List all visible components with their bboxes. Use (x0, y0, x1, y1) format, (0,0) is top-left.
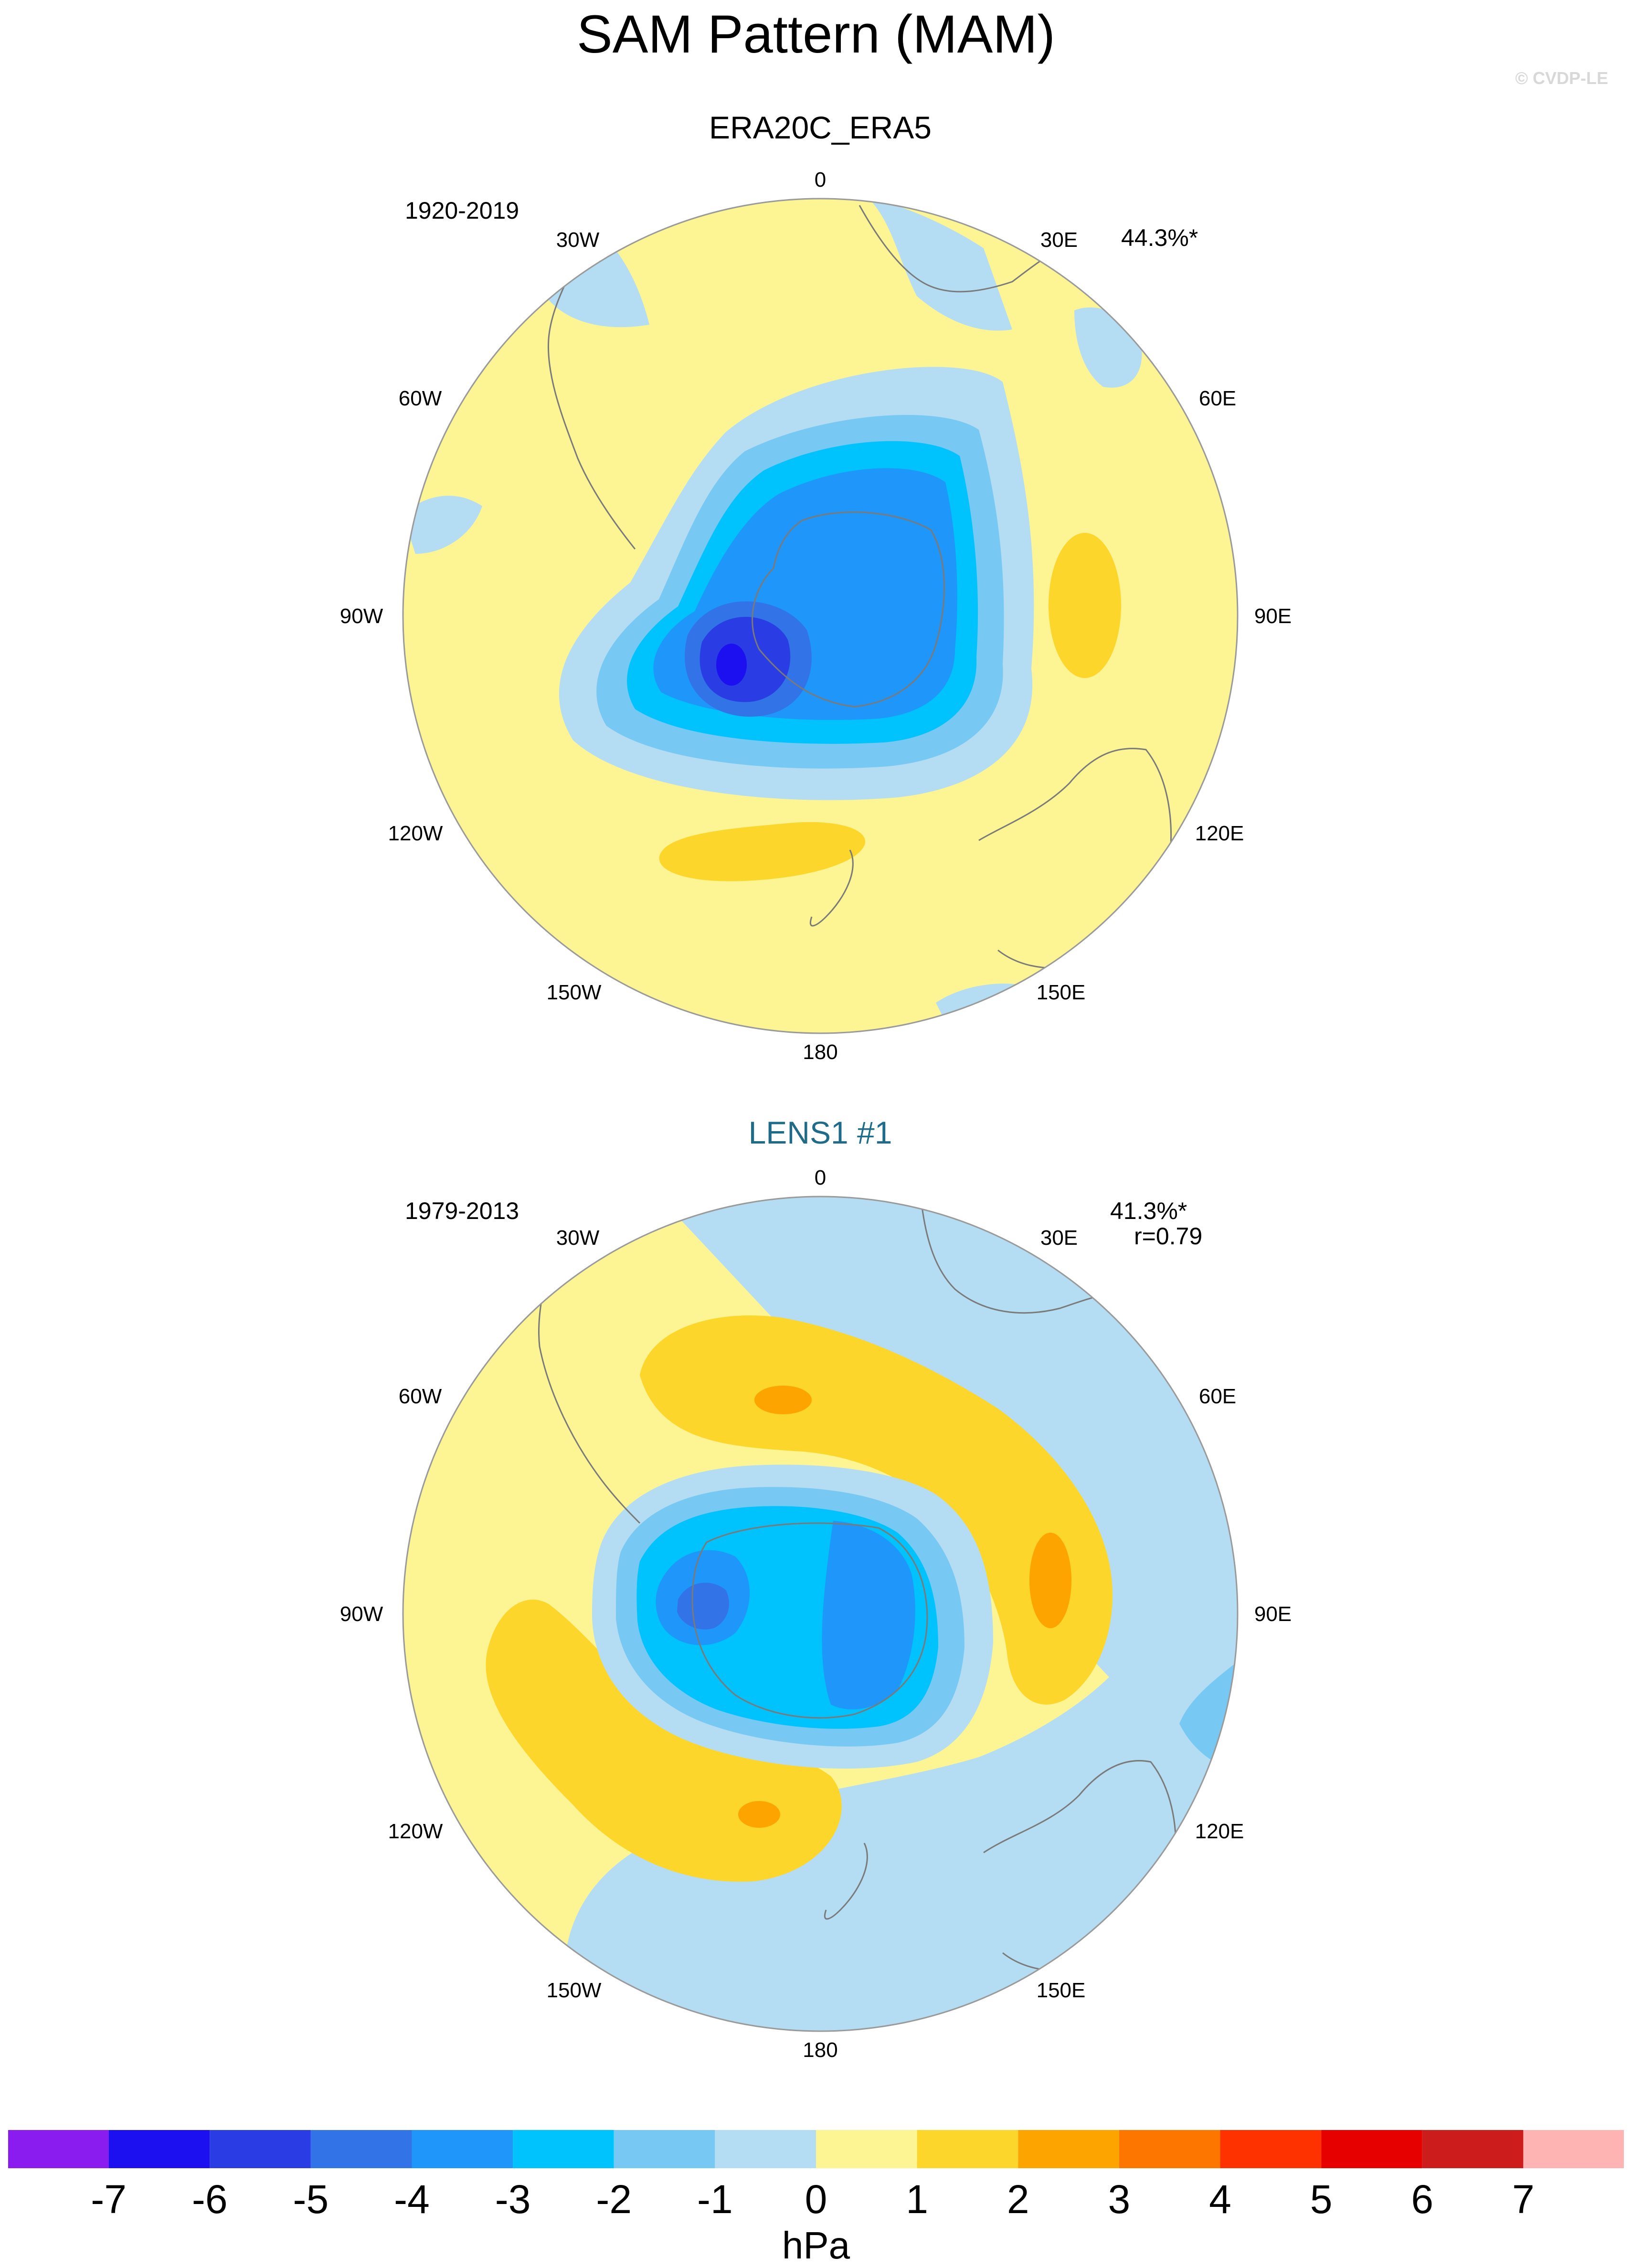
colorbar-box (310, 2130, 412, 2169)
colorbar-tick-label: -5 (293, 2177, 329, 2222)
p1-contour-neg-7 (716, 644, 747, 686)
p1-lon-60W: 60W (399, 387, 442, 410)
colorbar-boxes (7, 2129, 1625, 2169)
colorbar-box (715, 2130, 816, 2169)
p1-lon-0: 0 (815, 168, 826, 191)
colorbar-box (1523, 2130, 1625, 2169)
p2-coast-new-zealand (824, 1843, 868, 1920)
p2-contour-pos-3 (754, 1386, 812, 1414)
colorbar: -7 -6 -5 -4 -3 -2 -1 0 1 2 3 4 5 6 7 hPa (7, 2129, 1625, 2267)
colorbar-box (1422, 2130, 1524, 2169)
copyright-label: © CVDP-LE (1515, 68, 1608, 88)
colorbar-box (513, 2130, 614, 2169)
colorbar-tick-label: 7 (1512, 2177, 1535, 2222)
p1-lon-30E: 30E (1040, 228, 1078, 252)
p2-lon-60W: 60W (399, 1385, 442, 1408)
p2-lon-90E: 90E (1254, 1602, 1292, 1626)
colorbar-box (210, 2130, 311, 2169)
colorbar-box (917, 2130, 1018, 2169)
p1-contour-neg-9 (869, 199, 1012, 331)
colorbar-tick-label: 4 (1209, 2177, 1231, 2222)
colorbar-box (614, 2130, 715, 2169)
colorbar-tick-label: -4 (394, 2177, 430, 2222)
colorbar-labels: -7 -6 -5 -4 -3 -2 -1 0 1 2 3 4 5 6 7 (91, 2177, 1534, 2222)
p2-contour-pos-1 (640, 1315, 1113, 1705)
panel-2: LENS1 #1 1979-2013 41.3%* r=0.79 (340, 1115, 1292, 2062)
colorbar-tick-label: -7 (91, 2177, 127, 2222)
panel-2-stat-0: 41.3%* (1110, 1198, 1187, 1224)
p2-contour-pos-5 (738, 1801, 780, 1828)
panel-1-map-border (402, 198, 1239, 1034)
p2-lon-60E: 60E (1199, 1385, 1236, 1408)
p1-lon-60E: 60E (1199, 387, 1236, 410)
p1-lon-150E: 150E (1037, 981, 1086, 1004)
p1-contour-pos-2 (659, 822, 866, 881)
p2-lon-30W: 30W (556, 1226, 600, 1250)
p1-lon-150W: 150W (547, 981, 602, 1004)
colorbar-tick-label: 6 (1411, 2177, 1433, 2222)
panel-2-lon-labels: 0 30E 60E 90E 120E 150E 180 150W 120W 90… (340, 1166, 1292, 2062)
p2-contour-pos-4 (1029, 1533, 1071, 1628)
colorbar-tick-label: -1 (697, 2177, 733, 2222)
p1-lon-90E: 90E (1254, 604, 1292, 628)
p1-lon-90W: 90W (340, 604, 383, 628)
p1-lon-30W: 30W (556, 228, 600, 252)
colorbar-tick-label: 3 (1108, 2177, 1131, 2222)
colorbar-tick-label: -3 (495, 2177, 531, 2222)
p2-coast-antarctica (691, 1522, 928, 1719)
colorbar-tick-label: 0 (805, 2177, 827, 2222)
panel-1-lon-labels: 0 30E 60E 90E 120E 150E 180 150W 120W 90… (340, 168, 1292, 1064)
colorbar-tick-label: 2 (1007, 2177, 1029, 2222)
figure-title: SAM Pattern (MAM) (577, 4, 1055, 64)
panel-2-map (403, 1197, 1238, 2031)
p1-lon-120W: 120W (388, 822, 443, 845)
colorbar-box (8, 2130, 109, 2169)
p2-lon-120W: 120W (388, 1820, 443, 1843)
colorbar-tick-label: -6 (192, 2177, 228, 2222)
p1-contour-neg-11 (403, 496, 482, 554)
panel-1-stat-0: 44.3%* (1121, 224, 1198, 251)
colorbar-units: hPa (782, 2224, 850, 2267)
p2-lon-150W: 150W (547, 1979, 602, 2002)
colorbar-box (412, 2130, 513, 2169)
p1-coast-antarctica (752, 511, 945, 708)
panel-1-period: 1920-2019 (405, 197, 519, 224)
panel-2-title: LENS1 #1 (749, 1115, 892, 1150)
p2-lon-0: 0 (815, 1166, 826, 1189)
p2-contour-neg-6 (822, 1521, 915, 1709)
colorbar-box (1220, 2130, 1322, 2169)
panel-1-title: ERA20C_ERA5 (709, 110, 932, 145)
p1-lon-120E: 120E (1195, 822, 1244, 845)
p2-lon-150E: 150E (1037, 1979, 1086, 2002)
colorbar-border (7, 2129, 1625, 2169)
colorbar-tick-label: -2 (596, 2177, 632, 2222)
panel-2-map-border (402, 1196, 1239, 2032)
panel-2-period: 1979-2013 (405, 1198, 519, 1224)
panel-1: ERA20C_ERA5 1920-2019 44.3%* (340, 110, 1292, 1064)
p2-lon-90W: 90W (340, 1602, 383, 1626)
p2-lon-30E: 30E (1040, 1226, 1078, 1250)
colorbar-box (108, 2130, 210, 2169)
panel-1-map (403, 199, 1238, 1033)
colorbar-box (1321, 2130, 1422, 2169)
p2-contour-neg-8 (677, 1582, 729, 1630)
colorbar-box (816, 2130, 917, 2169)
p1-lon-180: 180 (803, 1040, 837, 1064)
p1-coast-new-zealand (809, 849, 854, 927)
colorbar-box (1119, 2130, 1220, 2169)
colorbar-tick-label: 5 (1310, 2177, 1333, 2222)
colorbar-tick-label: 1 (906, 2177, 928, 2222)
p2-lon-180: 180 (803, 2038, 837, 2062)
panel-2-stat-1: r=0.79 (1134, 1223, 1202, 1250)
p1-contour-pos-1 (1049, 533, 1121, 678)
p2-lon-120E: 120E (1195, 1820, 1244, 1843)
p2-contour-neg-1 (563, 1197, 1238, 2031)
colorbar-box (1018, 2130, 1119, 2169)
